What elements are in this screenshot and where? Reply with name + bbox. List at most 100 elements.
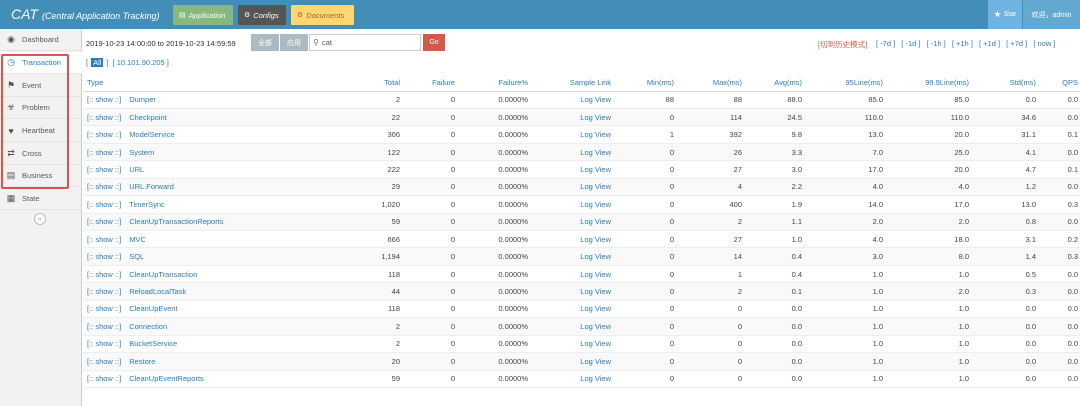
nav-documents-button[interactable]: ⚙ Documents <box>291 5 354 25</box>
column-header[interactable]: Total <box>313 74 402 92</box>
range-link-minus-1h[interactable]: [ -1h ] <box>926 39 946 48</box>
type-name-link[interactable]: URL.Forward <box>129 182 174 192</box>
type-name-link[interactable]: CleanUpEvent <box>129 304 178 314</box>
type-name-link[interactable]: Dumper <box>129 95 156 105</box>
show-link[interactable]: [:: show ::] <box>87 112 122 122</box>
time-range-links: [ -7d ] [ -1d ] [ -1h ] [ +1h ] [ +1d ] … <box>876 39 1059 48</box>
show-link[interactable]: [:: show ::] <box>87 199 122 209</box>
sidebar-item-business[interactable]: ▤ Business <box>0 165 82 187</box>
show-link[interactable]: [:: show ::] <box>87 269 122 279</box>
type-name-link[interactable]: MVC <box>129 234 146 244</box>
sidebar-item-dashboard[interactable]: ◉ Dashboard <box>0 29 82 51</box>
log-view-link[interactable]: Log View <box>530 160 613 179</box>
sidebar-item-event[interactable]: ⚑ Event <box>0 75 82 97</box>
type-name-link[interactable]: CleanUpEventReports <box>129 374 204 384</box>
sidebar-item-cross[interactable]: ⇄ Cross <box>0 143 82 165</box>
show-link[interactable]: [:: show ::] <box>87 304 122 314</box>
sidebar-item-state[interactable]: ▦ State <box>0 188 82 210</box>
show-link[interactable]: [:: show ::] <box>87 147 122 157</box>
apply-button[interactable]: 应用 <box>280 34 308 51</box>
log-view-link[interactable]: Log View <box>530 370 613 388</box>
show-link[interactable]: [:: show ::] <box>87 164 122 174</box>
range-link-plus-1d[interactable]: [ +1d ] <box>979 39 1001 48</box>
column-header[interactable]: 95Line(ms) <box>804 74 885 92</box>
go-button[interactable]: Go <box>423 34 445 51</box>
app-brand[interactable]: CAT (Central Application Tracking) <box>11 6 160 22</box>
column-header[interactable]: Std(ms) <box>971 74 1038 92</box>
show-link[interactable]: [:: show ::] <box>87 374 122 384</box>
type-name-link[interactable]: CleanUpTransaction <box>129 269 198 279</box>
type-name-link[interactable]: CleanUpTransactionReports <box>129 217 224 227</box>
max-cell: 0 <box>676 300 744 319</box>
column-header[interactable]: QPS <box>1038 74 1080 92</box>
range-link-minus-1d[interactable]: [ -1d ] <box>901 39 921 48</box>
log-view-link[interactable]: Log View <box>530 178 613 197</box>
show-link[interactable]: [:: show ::] <box>87 252 122 262</box>
column-header[interactable]: 99.9Line(ms) <box>885 74 971 92</box>
log-view-link[interactable]: Log View <box>530 143 613 162</box>
range-link-minus-7d[interactable]: [ -7d ] <box>876 39 896 48</box>
full-button[interactable]: 全部 <box>251 34 279 51</box>
log-view-link[interactable]: Log View <box>530 352 613 371</box>
type-name-link[interactable]: Connection <box>129 321 168 331</box>
column-header[interactable]: Sample Link <box>530 74 613 92</box>
type-name-link[interactable]: URL <box>129 164 145 174</box>
show-link[interactable]: [:: show ::] <box>87 287 122 297</box>
star-button[interactable]: ★ Star <box>988 0 1022 29</box>
column-header[interactable]: Avg(ms) <box>744 74 804 92</box>
avg-cell: 0.0 <box>744 317 804 336</box>
log-view-link[interactable]: Log View <box>530 265 613 284</box>
range-link-plus-1h[interactable]: [ +1h ] <box>951 39 973 48</box>
qps-cell: 0.3 <box>1038 247 1080 266</box>
type-name-link[interactable]: ReloadLocalTask <box>129 287 187 297</box>
type-name-link[interactable]: System <box>129 147 155 157</box>
range-link-now[interactable]: [ now ] <box>1033 39 1056 48</box>
column-header[interactable]: Failure <box>402 74 457 92</box>
ip-address-link[interactable]: [ 10.101.90.205 ] <box>112 58 169 67</box>
log-view-link[interactable]: Log View <box>530 282 613 301</box>
type-name-link[interactable]: Restore <box>129 356 156 366</box>
search-box[interactable]: ⚲ <box>309 34 421 51</box>
type-name-link[interactable]: BucketService <box>129 339 178 349</box>
log-view-link[interactable]: Log View <box>530 230 613 249</box>
user-menu[interactable]: 欢迎，admin <box>1023 0 1080 29</box>
log-view-link[interactable]: Log View <box>530 300 613 319</box>
sidebar-item-transaction[interactable]: ◷ Transaction <box>0 52 82 74</box>
log-view-link[interactable]: Log View <box>530 335 613 354</box>
show-link[interactable]: [:: show ::] <box>87 182 122 192</box>
column-header[interactable]: Max(ms) <box>676 74 744 92</box>
log-view-link[interactable]: Log View <box>530 195 613 214</box>
nav-configs-button[interactable]: ⚙ Configs <box>238 5 286 25</box>
show-link[interactable]: [:: show ::] <box>87 234 122 244</box>
search-input[interactable] <box>322 38 418 47</box>
collapse-sidebar-button[interactable]: « <box>34 213 46 225</box>
show-link[interactable]: [:: show ::] <box>87 321 122 331</box>
type-name-link[interactable]: SQL <box>129 252 145 262</box>
column-header[interactable]: Failure% <box>457 74 530 92</box>
type-name-link[interactable]: Checkpoint <box>129 112 167 122</box>
show-link[interactable]: [:: show ::] <box>87 217 122 227</box>
sidebar-item-heartbeat[interactable]: ♥ Heartbeat <box>0 120 82 142</box>
show-link[interactable]: [:: show ::] <box>87 356 122 366</box>
log-view-link[interactable]: Log View <box>530 247 613 266</box>
log-view-link[interactable]: Log View <box>530 108 613 127</box>
history-mode-link[interactable]: [切到历史模式] <box>818 40 868 49</box>
nav-application-button[interactable]: ▤ Application <box>173 5 233 25</box>
flag-icon: ⚑ <box>6 80 16 90</box>
show-link[interactable]: [:: show ::] <box>87 339 122 349</box>
column-header[interactable]: Min(ms) <box>613 74 676 92</box>
log-view-link[interactable]: Log View <box>530 125 613 144</box>
log-view-link[interactable]: Log View <box>530 91 613 109</box>
show-link[interactable]: [:: show ::] <box>87 130 122 140</box>
type-name-link[interactable]: ModelService <box>129 130 175 140</box>
column-header[interactable]: Type <box>83 74 313 92</box>
ip-all-link[interactable]: All <box>91 58 104 67</box>
log-view-link[interactable]: Log View <box>530 213 613 232</box>
log-view-link[interactable]: Log View <box>530 317 613 336</box>
show-link[interactable]: [:: show ::] <box>87 95 122 105</box>
std-cell: 0.8 <box>971 213 1038 232</box>
failure-cell: 0 <box>402 317 457 336</box>
range-link-plus-7d[interactable]: [ +7d ] <box>1006 39 1028 48</box>
type-name-link[interactable]: TimerSync <box>129 199 165 209</box>
sidebar-item-problem[interactable]: ☣ Problem <box>0 97 82 119</box>
